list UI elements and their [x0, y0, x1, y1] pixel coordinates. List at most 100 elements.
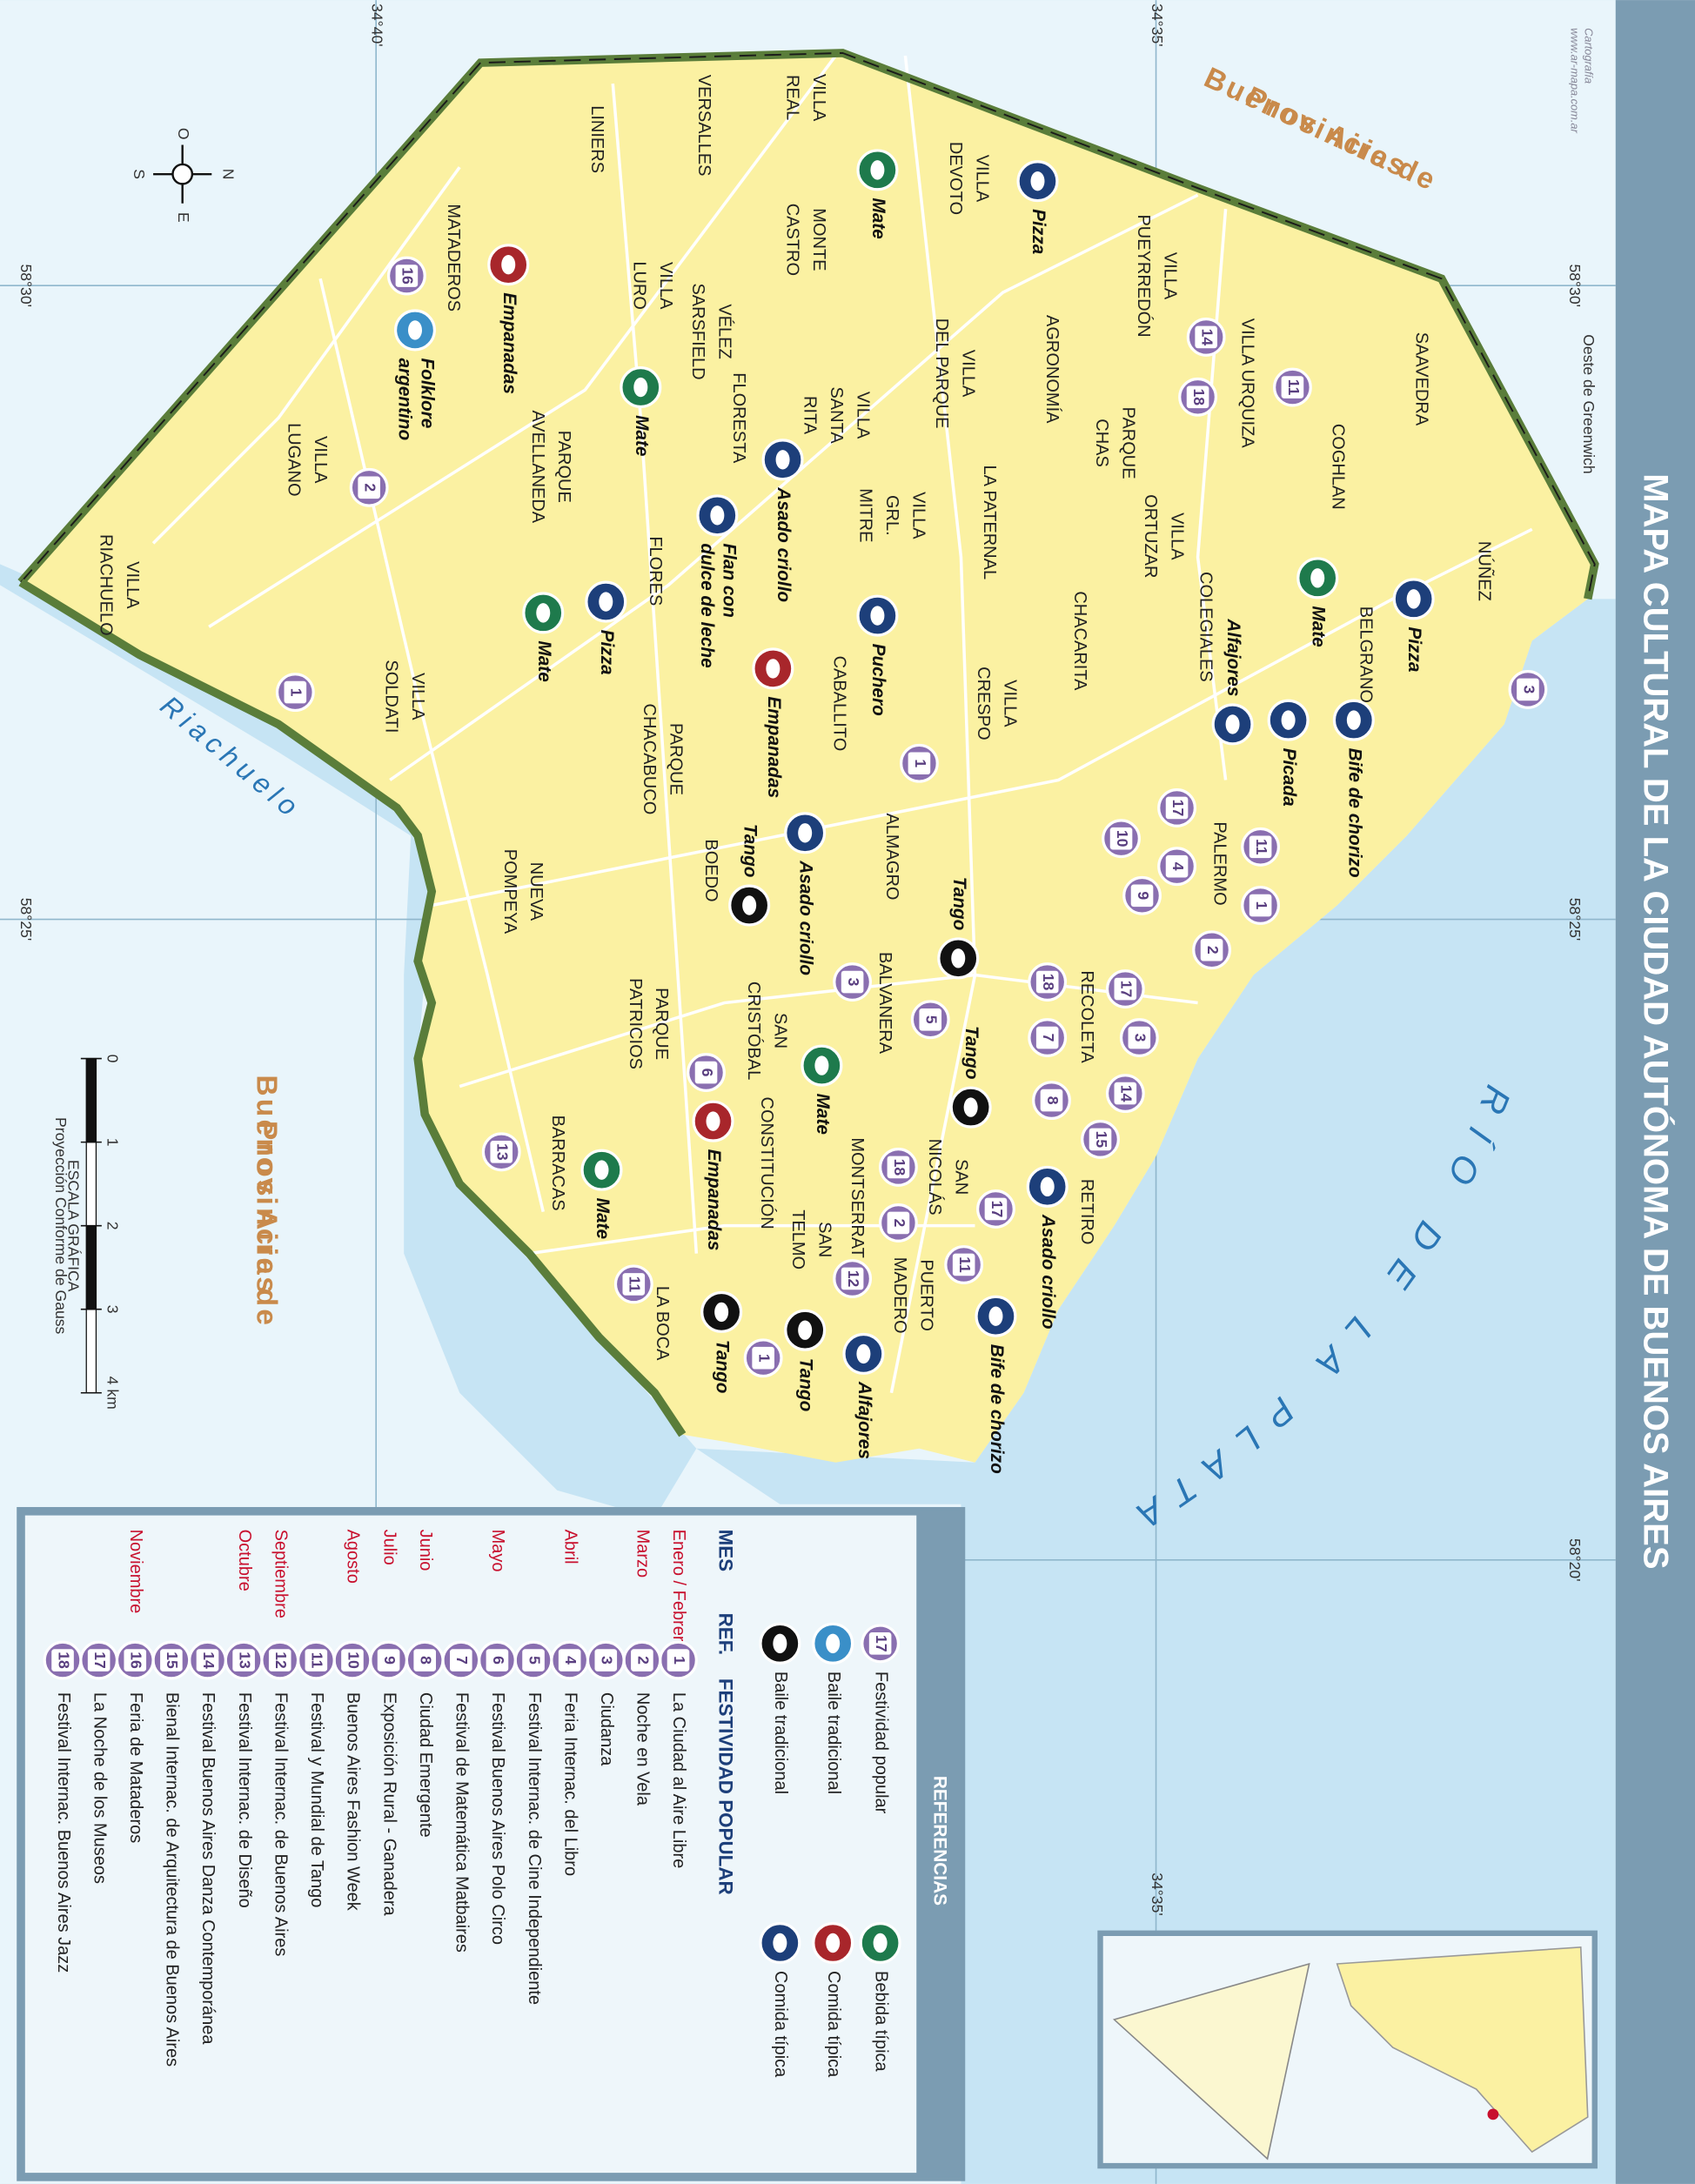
legend-ref-number: 13 — [236, 1651, 253, 1669]
compass — [153, 144, 212, 204]
icon-glyph — [599, 592, 613, 612]
icon-glyph — [798, 823, 813, 843]
legend-ref-number: 15 — [164, 1651, 181, 1669]
festival-badge-number: 2 — [362, 483, 379, 492]
legend-icon-glyph — [773, 1633, 787, 1654]
festival-badge-number: 11 — [1253, 839, 1270, 855]
icon-label: Empanadas — [764, 696, 784, 798]
neighborhood-label: FLORESTA — [729, 372, 748, 464]
scale-subtitle: Proyección Conforme de Gauss — [52, 1117, 70, 1335]
legend-ref-face — [450, 1649, 472, 1671]
festival-badge-number: 16 — [399, 267, 417, 285]
festival-badge-number: 1 — [1253, 901, 1270, 910]
neighborhood-label: LUGANO — [285, 423, 304, 496]
neighborhood-label: CONSTITUCIÓN — [757, 1097, 777, 1229]
neighborhood-label: RETIRO — [1077, 1179, 1096, 1245]
legend-label: Baile tradicional — [824, 1671, 843, 1794]
icon-glyph — [870, 160, 885, 180]
neighborhood-label: FLORES — [646, 536, 665, 606]
festival-badge-number: 14 — [1118, 1085, 1136, 1102]
neighborhood-label: VÉLEZ — [714, 304, 734, 358]
legend-label: Bebida típica — [871, 1971, 890, 2073]
title-strip — [1615, 0, 1695, 2184]
legend-festival: Festival Buenos Aires Polo Circo — [488, 1692, 507, 1945]
legend-ref-face — [305, 1649, 328, 1671]
icon-glyph — [798, 1320, 813, 1340]
legend-ref-face — [160, 1649, 183, 1671]
legend-ref-number: 9 — [381, 1656, 399, 1665]
scale-segment — [85, 1225, 97, 1310]
icon-label: Empanadas — [704, 1149, 724, 1251]
legend-ref-number: 4 — [562, 1656, 580, 1665]
neighborhood-label: PALERMO — [1209, 821, 1229, 905]
festival-badge-number: 3 — [1520, 686, 1538, 694]
festival-badge-number: 15 — [1093, 1131, 1110, 1149]
neighborhood-label: CHACARITA — [1070, 591, 1089, 691]
icon-label: Asado criollo — [774, 486, 794, 602]
legend-ref-number: 14 — [200, 1651, 218, 1669]
neighborhood-label: BARRACAS — [548, 1115, 567, 1211]
legend-ref-face — [377, 1649, 400, 1671]
festival-badge-number: 4 — [1169, 862, 1187, 871]
neighborhood-label: MITRE — [856, 488, 875, 542]
festival-badge-face — [1186, 385, 1209, 409]
festival-badge-face — [1130, 884, 1154, 908]
legend-ref-face — [486, 1649, 509, 1671]
legend-festival: Festival Internac. de Diseño — [235, 1692, 254, 1908]
icon-glyph — [536, 603, 551, 623]
neighborhood-label: DEVOTO — [946, 142, 965, 215]
neighborhood-label: VILLA — [1160, 252, 1179, 300]
border-dash — [20, 51, 1596, 600]
neighborhood-label: ALMAGRO — [882, 813, 901, 900]
neighborhood-label: BELGRANO — [1356, 606, 1375, 703]
title: MAPA CULTURAL DE LA CIUDAD AUTÓNOMA DE B… — [1636, 473, 1676, 1569]
neighborhood-label: VILLA — [958, 350, 977, 398]
festival-badge-number: 17 — [988, 1201, 1006, 1218]
neighborhood-label: PUEYRREDÓN — [1134, 214, 1154, 337]
icon-label: argentino — [395, 358, 415, 440]
festival-badge-number: 6 — [699, 1069, 716, 1077]
legend-festival: Feria de Mataderos — [126, 1692, 145, 1843]
legend: REFERENCIAS — [17, 1506, 966, 2181]
festival-badge-face — [984, 1197, 1008, 1221]
legend-ref-number: 5 — [526, 1656, 543, 1665]
legend-ref-number: 18 — [55, 1651, 72, 1669]
icon-label: Mate — [813, 1094, 833, 1135]
festival-badge-face — [1165, 854, 1189, 878]
festival-badge-face — [952, 1253, 975, 1276]
icon-label: Tango — [949, 877, 969, 931]
icon-glyph — [710, 506, 725, 526]
neighborhood-label: PARQUE — [1118, 407, 1137, 479]
festival-badge-number: 12 — [845, 1270, 862, 1288]
neighborhood-label: VILLA — [656, 262, 675, 310]
neighborhood-label: SAN — [951, 1159, 970, 1195]
coordinate-label: 34°35' — [1149, 3, 1166, 47]
festival-badge-number: 17 — [1118, 981, 1136, 998]
icon-label: Pizza — [1028, 209, 1048, 254]
legend-ref-face — [667, 1649, 690, 1671]
legend-title: REFERENCIAS — [929, 1776, 949, 1906]
icon-glyph — [1040, 1176, 1055, 1197]
icon-glyph — [1225, 714, 1240, 734]
icon-label: Flan con — [720, 543, 740, 618]
legend-festival: Noche en Vela — [633, 1692, 653, 1806]
icon-glyph — [742, 895, 757, 915]
neighborhood-label: VILLA — [909, 492, 928, 539]
festival-badge-face — [887, 1211, 910, 1235]
icon-glyph — [951, 948, 966, 968]
legend-ref-face — [594, 1649, 618, 1671]
festival-badge-number: 11 — [1285, 379, 1303, 396]
icon-label: Alfajores — [854, 1381, 874, 1459]
compass-center — [171, 163, 194, 185]
festival-badge-face — [1249, 894, 1272, 917]
festival-badge-number: 8 — [1044, 1096, 1062, 1105]
festival-badge-number: 13 — [494, 1143, 512, 1161]
festival-badge-number: 10 — [1114, 830, 1131, 847]
legend-badge-face — [868, 1632, 892, 1655]
neighborhood-label: CABALLITO — [829, 656, 848, 752]
festival-badge-number: 1 — [756, 1354, 774, 1363]
festival-badge-face — [1249, 835, 1272, 859]
credit: www.ar-mapa.com.ar — [1568, 28, 1581, 133]
